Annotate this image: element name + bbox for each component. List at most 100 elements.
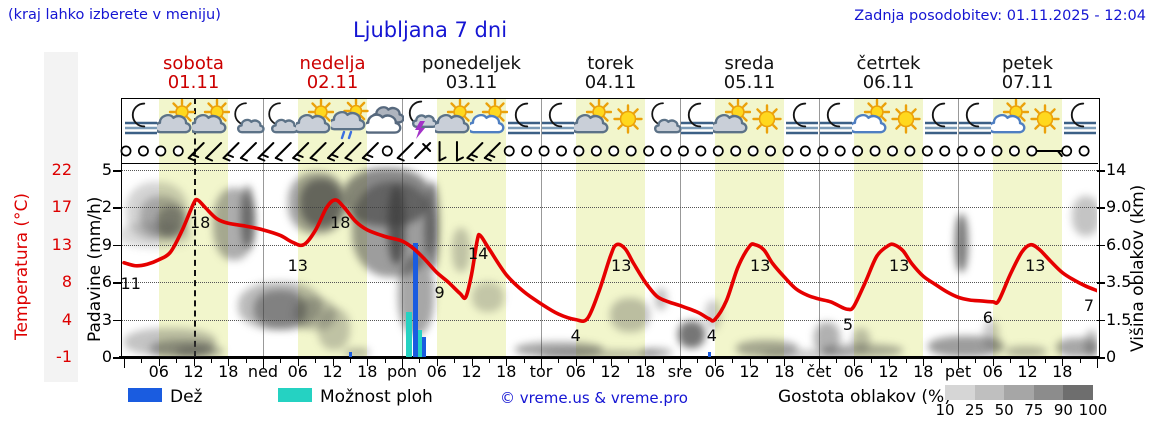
day-name: sobota bbox=[163, 53, 224, 74]
weather-icon-moon-fog bbox=[820, 102, 853, 135]
time-tick bbox=[384, 359, 386, 363]
cloud-density-blob bbox=[823, 344, 903, 357]
precip-tick-label: 3 bbox=[101, 309, 112, 329]
time-tick bbox=[958, 359, 959, 368]
time-tick bbox=[975, 359, 977, 363]
icon-band-divider bbox=[120, 163, 1098, 164]
density-step bbox=[1063, 385, 1093, 400]
x-hour-label: 12 bbox=[322, 362, 343, 381]
gridline bbox=[121, 207, 1097, 209]
daytime-band bbox=[158, 98, 229, 357]
x-day-abbrev: sre bbox=[667, 362, 693, 381]
cloud-density-blob bbox=[736, 340, 798, 357]
time-tick bbox=[680, 359, 681, 368]
density-tick-label: 25 bbox=[965, 401, 985, 419]
location-hint: (kraj lahko izberete v meniju) bbox=[8, 7, 221, 23]
daytime-band bbox=[714, 98, 785, 357]
cloud-density-blob bbox=[852, 328, 870, 352]
x-hour-label: 12 bbox=[600, 362, 621, 381]
time-tick bbox=[176, 359, 178, 363]
x-day-abbrev: pon bbox=[386, 362, 418, 381]
time-tick bbox=[124, 359, 125, 368]
x-hour-label: 06 bbox=[148, 362, 169, 381]
cloud-density-blob bbox=[388, 186, 405, 264]
copyright-link[interactable]: © vreme.us & vreme.pro bbox=[500, 389, 688, 407]
temp-tick-label: 4 bbox=[61, 309, 72, 329]
time-tick bbox=[732, 359, 734, 363]
temp-point-label: 6 bbox=[982, 307, 993, 327]
time-tick bbox=[1079, 359, 1081, 363]
weather-icon-moon-fog bbox=[924, 102, 957, 135]
left-tick bbox=[113, 170, 121, 172]
time-tick bbox=[263, 359, 264, 368]
weather-icon-sun-cloud bbox=[574, 99, 613, 134]
temp-tick-label: 8 bbox=[61, 272, 72, 292]
time-tick bbox=[1097, 359, 1098, 368]
x-hour-label: 06 bbox=[565, 362, 586, 381]
cloud-density-blob bbox=[254, 290, 306, 328]
time-tick bbox=[280, 359, 282, 363]
gridline bbox=[121, 282, 1097, 284]
time-tick bbox=[402, 359, 403, 368]
x-hour-label: 18 bbox=[774, 362, 795, 381]
cloud-density-blob bbox=[124, 328, 216, 356]
weather-icon-moon-cloud bbox=[234, 102, 265, 134]
time-tick bbox=[367, 359, 369, 366]
cloud-density-blob bbox=[294, 298, 336, 330]
weather-icon-sun-cloud-rain bbox=[330, 99, 369, 140]
temp-tick-label: 22 bbox=[51, 160, 72, 179]
cloud-density-gradient-bar bbox=[945, 385, 1093, 400]
weather-icon-sun bbox=[752, 104, 782, 134]
cloud-height-tick-label: 14 bbox=[1106, 160, 1127, 179]
time-tick bbox=[523, 359, 525, 363]
weather-icon-moon-fog bbox=[785, 102, 818, 135]
density-step bbox=[1004, 385, 1034, 400]
day-name: ponedeljek bbox=[422, 53, 521, 74]
daytime-band bbox=[436, 98, 507, 357]
cloud-density-blob bbox=[1056, 338, 1097, 357]
rain-bar bbox=[349, 352, 352, 357]
time-tick bbox=[645, 359, 647, 366]
cloud-density-blob bbox=[1072, 196, 1097, 236]
cloud-height-tick-label: 0 bbox=[1106, 347, 1117, 366]
rain-bar bbox=[413, 243, 418, 357]
cloud-height-tick-label: 1.5 bbox=[1106, 309, 1132, 329]
day-boundary-line bbox=[819, 98, 820, 357]
time-tick bbox=[141, 359, 143, 363]
time-tick bbox=[488, 359, 490, 363]
shower-bar bbox=[406, 312, 412, 357]
temp-point-label: 18 bbox=[330, 212, 351, 232]
cloud-density-blob bbox=[814, 322, 840, 354]
temp-axis-title: Temperatura (°C) bbox=[12, 192, 32, 340]
current-time-line bbox=[193, 98, 196, 357]
time-tick bbox=[940, 359, 942, 363]
x-day-abbrev: čet bbox=[806, 362, 832, 381]
right-tick bbox=[1097, 207, 1105, 209]
cloud-density-blob bbox=[610, 298, 650, 332]
x-hour-label: 06 bbox=[287, 362, 308, 381]
temperature-curve bbox=[122, 197, 1097, 324]
time-tick bbox=[332, 359, 334, 366]
gridline bbox=[121, 319, 1097, 321]
gridline bbox=[121, 244, 1097, 246]
left-tick bbox=[113, 244, 121, 247]
cloud-density-blob bbox=[762, 350, 852, 357]
cloud-height-tick-label: 6.0 bbox=[1106, 234, 1132, 254]
time-tick bbox=[766, 359, 768, 363]
weather-icon-sun bbox=[613, 104, 643, 134]
time-tick bbox=[610, 359, 612, 366]
cloud-density-blob bbox=[241, 186, 254, 248]
precip-tick-label: 2 bbox=[101, 197, 112, 217]
cloud-density-blob bbox=[678, 321, 705, 348]
x-day-abbrev: pet bbox=[944, 362, 972, 381]
gridline bbox=[121, 170, 1097, 171]
cloud-density-blob bbox=[1005, 346, 1047, 357]
x-hour-label: 06 bbox=[843, 362, 864, 381]
x-hour-label: 18 bbox=[218, 362, 239, 381]
precip-tick-label: 0 bbox=[101, 347, 112, 366]
day-date: 02.11 bbox=[306, 72, 359, 93]
cloud-density-blob bbox=[955, 214, 968, 272]
cloud-density-blob bbox=[344, 348, 370, 357]
time-tick bbox=[436, 359, 438, 366]
